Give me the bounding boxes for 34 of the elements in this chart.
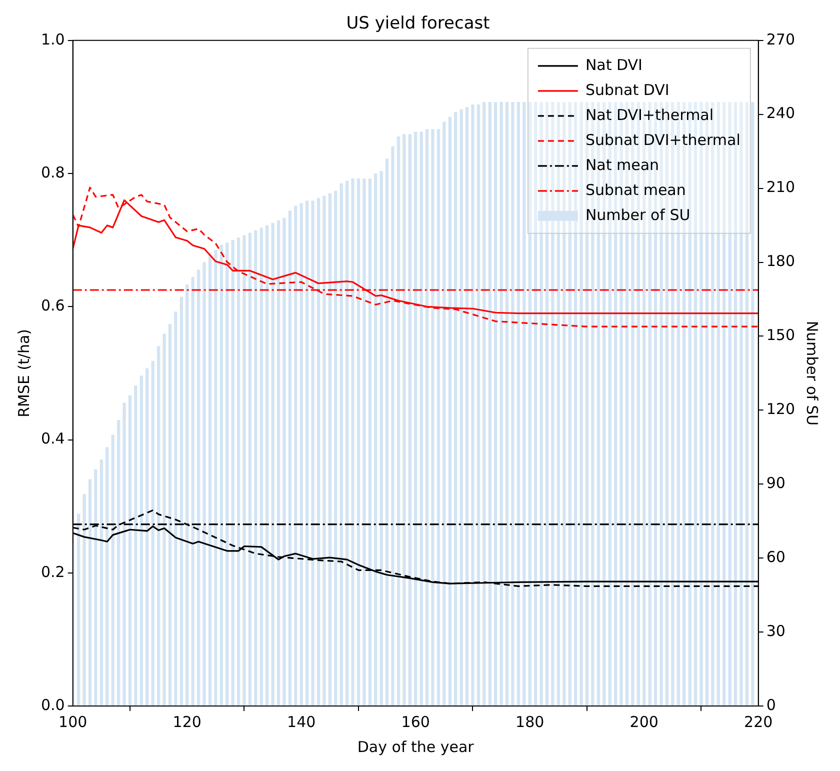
y-axis-title: RMSE (t/ha) [14, 328, 33, 418]
x-tick-label: 100 [58, 712, 88, 731]
x-axis-title: Day of the year [357, 738, 475, 756]
y2-tick-label: 60 [766, 548, 786, 566]
y-tick-label: 0.6 [40, 296, 65, 315]
y2-tick-label: 90 [766, 474, 786, 492]
y2-tick-label: 180 [766, 252, 796, 270]
y-tick-label: 1.0 [40, 30, 65, 48]
y-tick-label: 0.0 [40, 696, 65, 714]
y2-tick-label: 30 [766, 622, 786, 640]
legend-label: Nat DVI+thermal [585, 106, 714, 124]
y2-tick-label: 210 [766, 178, 796, 196]
y-tick-label: 0.2 [40, 562, 65, 581]
legend-label: Number of SU [585, 206, 690, 224]
y2-axis-title: Number of SU [803, 320, 822, 426]
y2-tick-label: 0 [766, 696, 776, 714]
y-tick-label: 0.8 [40, 163, 65, 182]
y2-tick-label: 240 [766, 104, 796, 122]
y-tick-label: 0.4 [40, 430, 65, 448]
legend-label: Subnat DVI [585, 80, 670, 99]
legend-label: Subnat DVI+thermal [585, 130, 740, 149]
x-tick-label: 120 [172, 712, 202, 731]
x-tick-label: 220 [744, 712, 773, 731]
x-tick-label: 160 [401, 712, 430, 731]
y2-tick-label: 150 [766, 326, 796, 344]
y2-tick-label: 270 [766, 30, 796, 48]
x-tick-label: 200 [630, 712, 658, 731]
x-tick-label: 180 [516, 712, 544, 731]
legend-label: Nat DVI [585, 56, 642, 74]
chart-title: US yield forecast [346, 14, 490, 34]
x-tick-label: 140 [287, 712, 316, 731]
legend-label: Subnat mean [585, 180, 686, 199]
y2-tick-label: 120 [766, 400, 796, 418]
legend-label: Nat mean [585, 156, 660, 174]
